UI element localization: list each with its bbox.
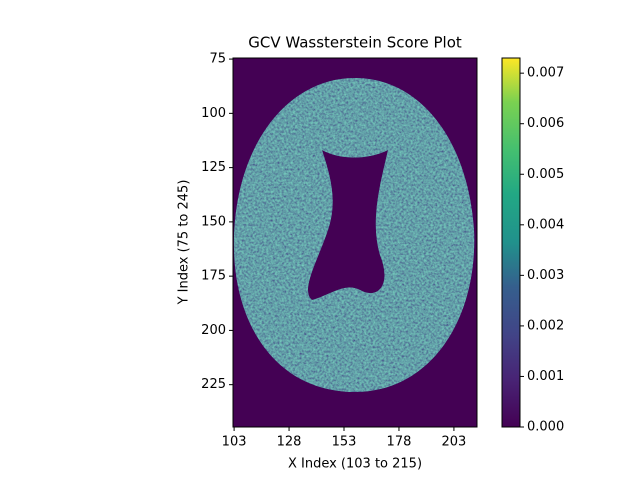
x-axis-label: X Index (103 to 215) xyxy=(288,457,422,472)
y-tick-label: 150 xyxy=(201,214,226,229)
chart-title: GCV Wassterstein Score Plot xyxy=(248,34,462,52)
colorbar-tick-label: 0.003 xyxy=(527,268,564,283)
colorbar-tick-label: 0.007 xyxy=(527,66,564,81)
x-tick-label: 128 xyxy=(277,435,302,450)
y-tick-label: 100 xyxy=(201,106,226,121)
colorbar xyxy=(501,57,521,428)
y-axis-label: Y Index (75 to 245) xyxy=(177,180,192,306)
colorbar-tick-label: 0.005 xyxy=(527,167,564,182)
y-tick-label: 75 xyxy=(209,52,226,67)
axes-frame xyxy=(232,57,478,428)
x-tick-label: 153 xyxy=(332,435,357,450)
x-tick-label: 178 xyxy=(387,435,412,450)
colorbar-tick-label: 0.004 xyxy=(527,217,564,232)
y-tick-label: 200 xyxy=(201,323,226,338)
x-tick-label: 103 xyxy=(222,435,247,450)
x-tick-label: 203 xyxy=(442,435,467,450)
y-tick-label: 225 xyxy=(201,377,226,392)
colorbar-tick-label: 0.002 xyxy=(527,318,564,333)
y-tick-label: 175 xyxy=(201,269,226,284)
colorbar-tick-label: 0.006 xyxy=(527,116,564,131)
y-tick-label: 125 xyxy=(201,160,226,175)
colorbar-tick-label: 0.001 xyxy=(527,369,564,384)
colorbar-tick-label: 0.000 xyxy=(527,420,564,435)
